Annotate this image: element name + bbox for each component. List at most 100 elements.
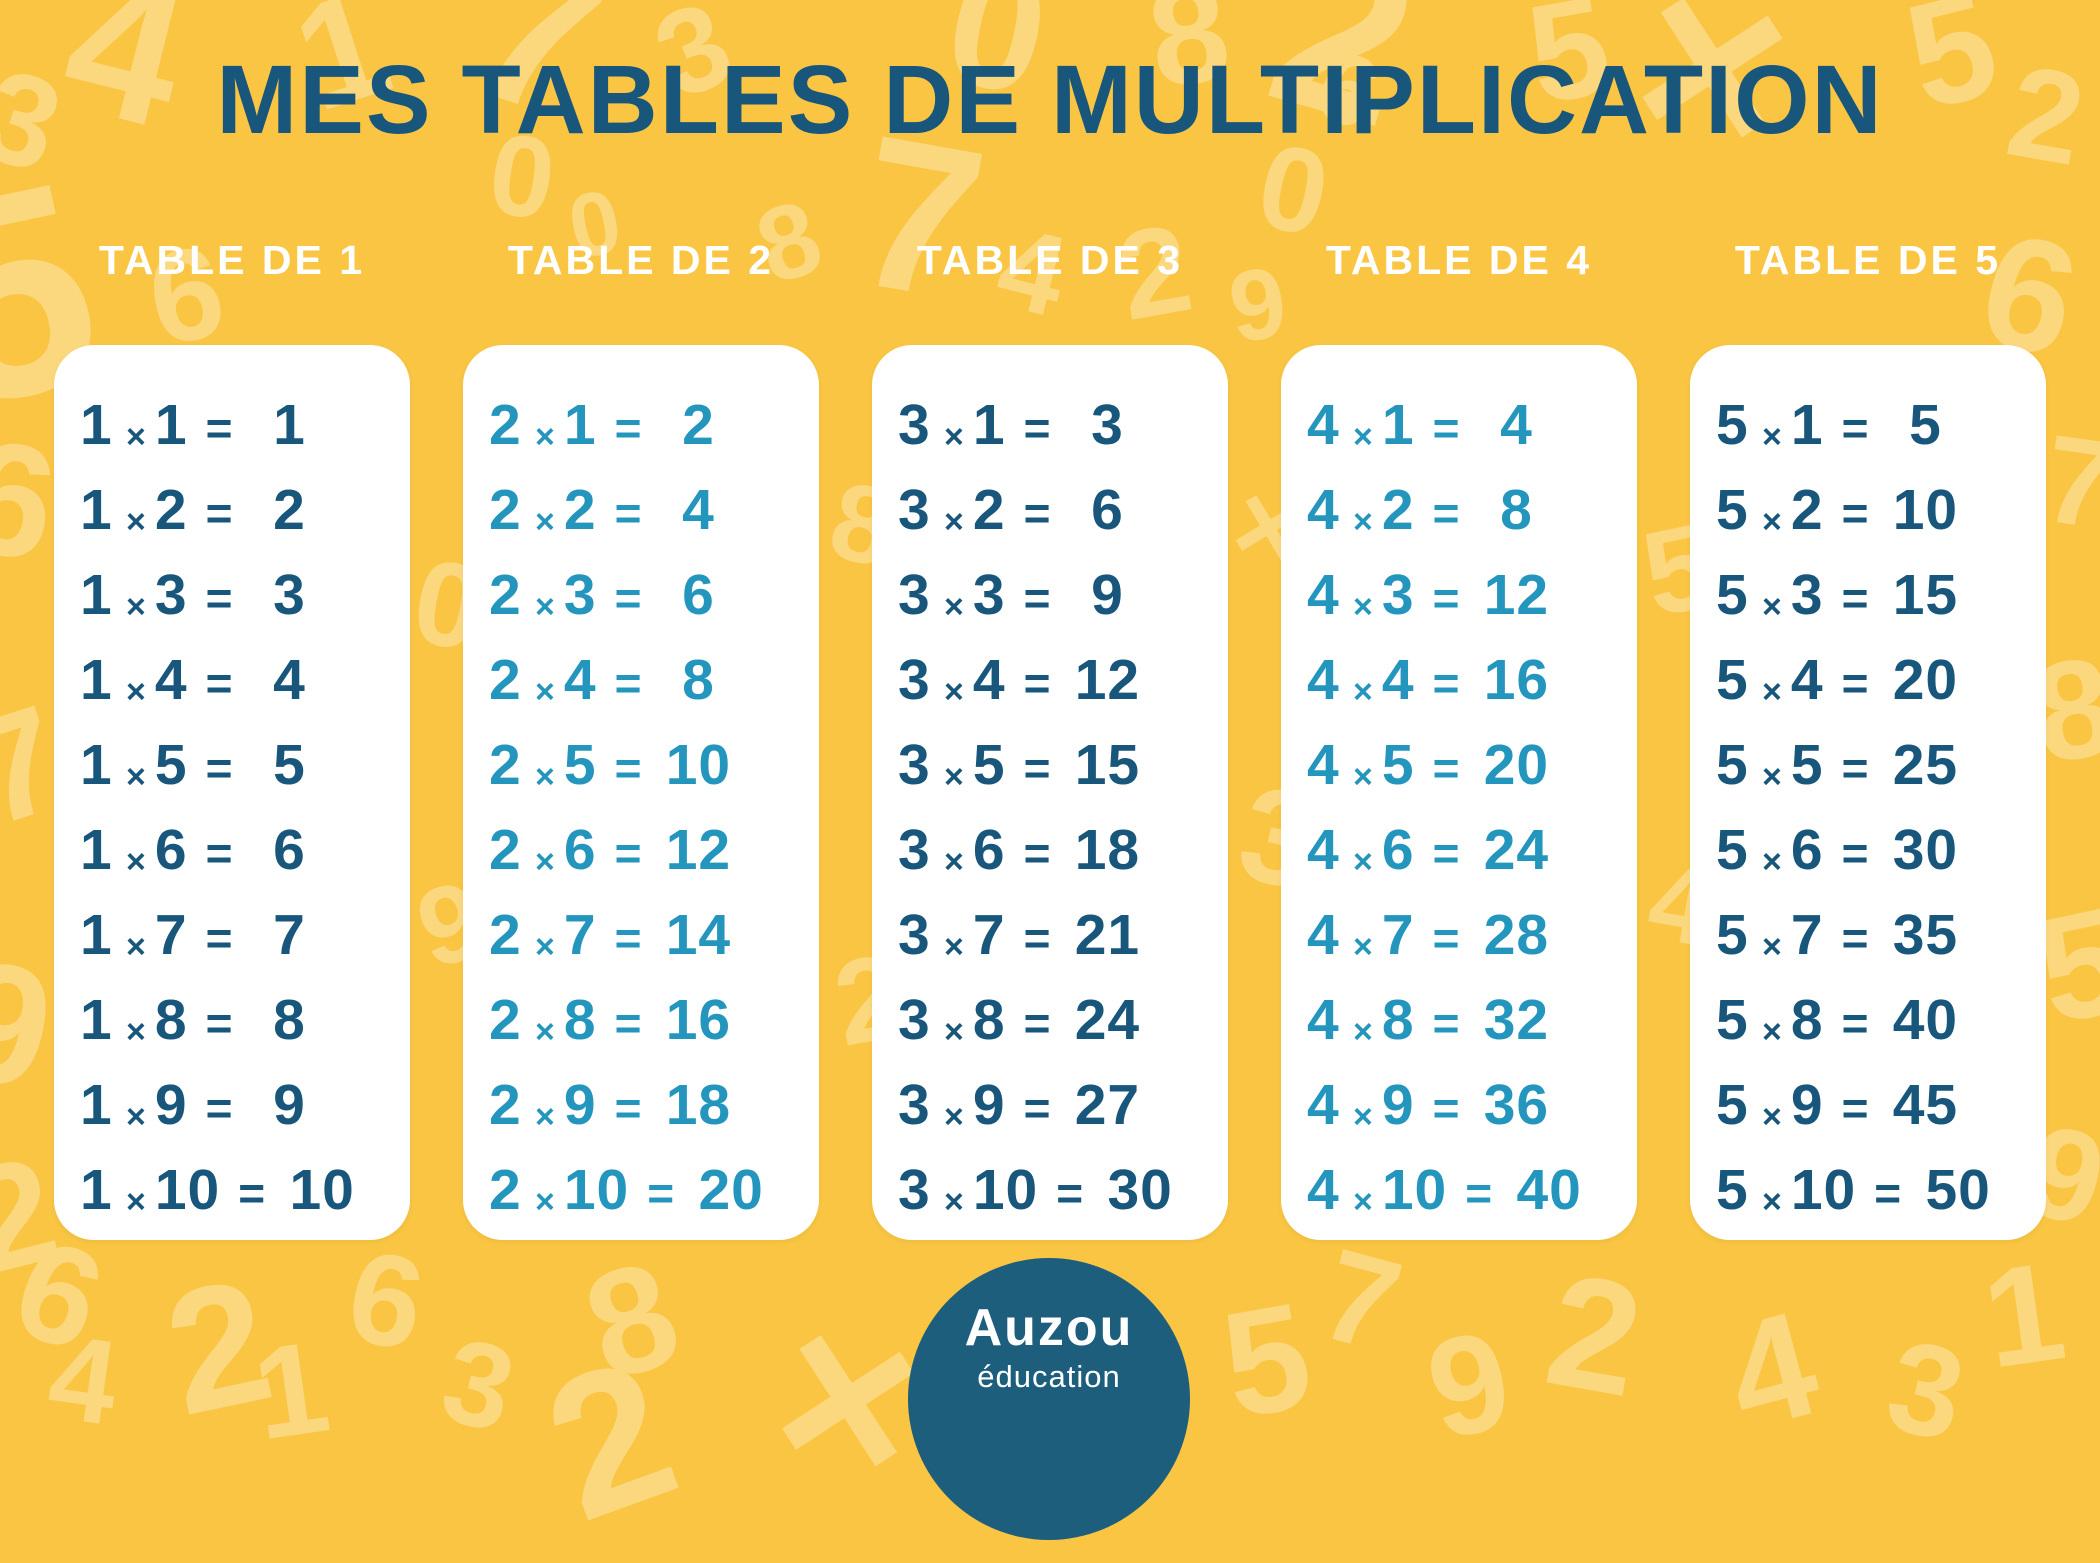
multiplication-row: 4 × 8 = 32 (1281, 978, 1637, 1063)
poster-title: MES TABLES DE MULTIPLICATION (216, 45, 1884, 154)
equals-sign: = (205, 572, 234, 624)
operand-a: 5 (1716, 393, 1749, 457)
equals-sign: = (614, 827, 643, 879)
operand-b: 9 (1381, 1073, 1415, 1137)
product-value: 10 (665, 733, 732, 797)
multiplication-row: 4 × 5 = 20 (1281, 723, 1637, 808)
equals-sign: = (205, 487, 234, 539)
multiplication-row: 1 × 10 = 10 (54, 1148, 410, 1233)
product-value: 8 (682, 648, 715, 712)
times-icon: × (126, 1013, 147, 1051)
pattern-digit: 7 (2035, 408, 2100, 557)
times-icon: × (944, 758, 965, 796)
times-icon: × (944, 673, 965, 711)
operand-a: 3 (898, 563, 931, 627)
operand-b: 7 (563, 903, 597, 967)
times-icon: × (535, 1013, 556, 1051)
multiplication-row: 5 × 6 = 30 (1690, 808, 2046, 893)
operand-b: 5 (154, 733, 188, 797)
multiplication-row: 2 × 5 = 10 (463, 723, 819, 808)
equals-sign: = (614, 742, 643, 794)
operand-b: 1 (1790, 393, 1824, 457)
logo-subtitle: éducation (977, 1359, 1121, 1395)
times-icon: × (1353, 758, 1374, 796)
operand-a: 5 (1716, 648, 1749, 712)
operand-b: 8 (1790, 988, 1824, 1052)
multiplication-row: 2 × 2 = 4 (463, 468, 819, 553)
table-header-1: TABLE DE 1 (98, 237, 366, 283)
product-value: 8 (273, 988, 306, 1052)
multiplication-row: 2 × 10 = 20 (463, 1148, 819, 1233)
table-header-3: TABLE DE 3 (916, 237, 1184, 283)
multiplication-row: 3 × 10 = 30 (872, 1148, 1228, 1233)
product-value: 1 (273, 393, 306, 457)
product-value: 9 (1091, 563, 1124, 627)
equals-sign: = (1432, 997, 1461, 1049)
operand-b: 3 (563, 563, 597, 627)
product-value: 6 (682, 563, 715, 627)
multiplication-row: 3 × 4 = 12 (872, 638, 1228, 723)
product-value: 32 (1483, 988, 1550, 1052)
times-icon: × (535, 588, 556, 626)
table-header-5: TABLE DE 5 (1734, 237, 2002, 283)
times-icon: × (944, 588, 965, 626)
times-icon: × (1353, 673, 1374, 711)
operand-a: 1 (80, 478, 113, 542)
equals-sign: = (1841, 742, 1870, 794)
multiplication-row: 2 × 7 = 14 (463, 893, 819, 978)
multiplication-row: 1 × 7 = 7 (54, 893, 410, 978)
times-icon: × (1762, 1013, 1783, 1051)
product-value: 4 (1500, 393, 1533, 457)
product-value: 16 (665, 988, 732, 1052)
multiplication-row: 5 × 9 = 45 (1690, 1063, 2046, 1148)
product-value: 4 (682, 478, 715, 542)
operand-a: 5 (1716, 733, 1749, 797)
times-icon: × (944, 1183, 965, 1221)
product-value: 10 (1892, 478, 1959, 542)
operand-b: 3 (1790, 563, 1824, 627)
product-value: 36 (1483, 1073, 1550, 1137)
operand-a: 3 (898, 1073, 931, 1137)
operand-b: 4 (972, 648, 1006, 712)
operand-a: 1 (80, 393, 113, 457)
operand-b: 3 (972, 563, 1006, 627)
operand-b: 6 (154, 818, 188, 882)
operand-a: 3 (898, 393, 931, 457)
operand-b: 10 (154, 1158, 221, 1222)
product-value: 24 (1483, 818, 1550, 882)
table-header-2: TABLE DE 2 (507, 237, 775, 283)
operand-a: 5 (1716, 818, 1749, 882)
equals-sign: = (614, 487, 643, 539)
multiplication-row: 2 × 9 = 18 (463, 1063, 819, 1148)
times-icon: × (1762, 843, 1783, 881)
multiplication-row: 3 × 6 = 18 (872, 808, 1228, 893)
multiplication-row: 3 × 5 = 15 (872, 723, 1228, 808)
equals-sign: = (1841, 1082, 1870, 1134)
multiplication-row: 1 × 9 = 9 (54, 1063, 410, 1148)
times-icon: × (126, 1098, 147, 1136)
equals-sign: = (614, 997, 643, 1049)
operand-a: 2 (489, 988, 522, 1052)
product-value: 35 (1892, 903, 1959, 967)
multiplication-row: 5 × 2 = 10 (1690, 468, 2046, 553)
multiplication-row: 1 × 2 = 2 (54, 468, 410, 553)
equals-sign: = (1841, 572, 1870, 624)
table-card-4: 4 × 1 = 4 4 × 2 = 8 4 × 3 = 12 4 × 4 = 16 4 × 5 = 20 4 × 6 = 24 4 × 7 = 28… (1281, 345, 1637, 1240)
product-value: 10 (289, 1158, 355, 1222)
equals-sign: = (614, 1082, 643, 1134)
pattern-digit: 4 (1709, 1278, 1834, 1462)
equals-sign: = (1432, 487, 1461, 539)
operand-a: 5 (1716, 563, 1749, 627)
operand-a: 1 (80, 1073, 113, 1137)
product-value: 40 (1892, 988, 1959, 1052)
product-value: 5 (273, 733, 306, 797)
operand-b: 9 (972, 1073, 1006, 1137)
equals-sign: = (1023, 1082, 1052, 1134)
multiplication-row: 2 × 8 = 16 (463, 978, 819, 1063)
auzou-logo: Auzou éducation (908, 1258, 1190, 1540)
operand-a: 2 (489, 903, 522, 967)
pattern-digit: 2 (1535, 1238, 1654, 1431)
equals-sign: = (647, 1167, 676, 1219)
product-value: 30 (1107, 1158, 1173, 1222)
operand-b: 1 (972, 393, 1006, 457)
